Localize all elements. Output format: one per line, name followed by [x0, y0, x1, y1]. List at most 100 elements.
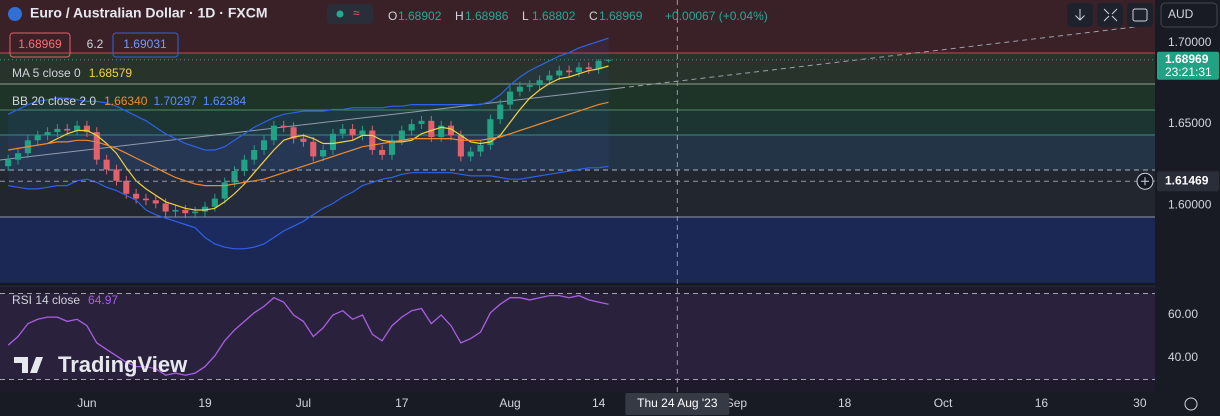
candle-body: [103, 159, 110, 170]
y-tick-label: 60.00: [1168, 307, 1198, 321]
ohlc: O 1.68902 H 1.68986 L 1.68802 C 1.68969: [388, 9, 643, 23]
candle-body: [270, 125, 277, 141]
legend-name: BB 20 close 2 0: [12, 94, 96, 108]
bb-lower: [8, 165, 609, 250]
change: +0.00067 (+0.04%): [665, 9, 768, 23]
candle-body: [329, 133, 336, 150]
last-price-tag: [1157, 51, 1219, 80]
currency[interactable]: AUD: [1168, 7, 1194, 21]
market-open: [336, 10, 344, 18]
maximize-button[interactable]: [1127, 3, 1153, 27]
settings-button[interactable]: [1184, 397, 1198, 411]
candle-body: [280, 125, 287, 128]
candle-body: [487, 119, 494, 146]
x-tick-label: Sep: [726, 396, 748, 410]
candle-body: [438, 125, 445, 138]
x-tick-label: Aug: [499, 396, 520, 410]
candle-body: [585, 67, 592, 69]
candle-body: [14, 153, 22, 160]
zone: [0, 135, 1155, 170]
time-axis: [0, 392, 1155, 416]
candle-body: [290, 127, 297, 139]
candle-body: [536, 80, 543, 86]
candle-body: [211, 198, 218, 207]
ohlc-value: 1.68969: [599, 9, 643, 23]
legend-value: 1.68579: [89, 66, 133, 80]
sell-price[interactable]: 1.68969: [18, 37, 62, 51]
symbol-icon: [8, 7, 22, 21]
trend-line: [0, 87, 621, 161]
x-tick-label: 18: [838, 396, 852, 410]
candle-body: [379, 149, 386, 155]
zone: [0, 84, 1155, 110]
candle-body: [74, 125, 81, 131]
trend-line-ext: [619, 23, 1161, 89]
candle-body: [428, 120, 435, 138]
y-tick-label: 1.70000: [1168, 35, 1212, 49]
candle-body: [201, 206, 209, 212]
zone: [0, 0, 1155, 53]
collapse-button[interactable]: [1097, 3, 1123, 27]
x-tick-label: 17: [395, 396, 409, 410]
bb-upper: [7, 37, 609, 151]
brand-logo: [14, 357, 43, 373]
zone-lines: [0, 52, 1155, 218]
x-tick-label: Oct: [934, 396, 953, 410]
crosshair-date-tag: [625, 393, 730, 415]
ohlc-key: C: [589, 9, 598, 23]
ohlc-key: H: [455, 9, 464, 23]
brand: TradingView: [58, 352, 188, 377]
ohlc-value: 1.68986: [465, 9, 509, 23]
x-tick-label: 16: [1035, 396, 1049, 410]
plot: [0, 37, 1155, 381]
candle-body: [388, 140, 396, 155]
x-tick-label: 30: [1133, 396, 1147, 410]
candle-body: [605, 59, 612, 61]
candle-body: [359, 130, 366, 136]
candle-body: [418, 120, 425, 125]
buy-price[interactable]: 1.69031: [123, 37, 167, 51]
candle-body: [54, 128, 61, 133]
candle-body: [320, 149, 327, 157]
ohlc-value: 1.68902: [398, 9, 442, 23]
candle-body: [83, 125, 90, 133]
x-tick-label: 14: [592, 396, 606, 410]
candle-body: [231, 171, 238, 183]
candle-body: [162, 203, 169, 212]
sell-button[interactable]: [9, 32, 71, 58]
y-tick-label: 40.00: [1168, 350, 1198, 364]
rsi-line: [7, 294, 609, 376]
candle-body: [44, 132, 51, 136]
add-alert-icon: [1141, 177, 1149, 186]
crosshair-price: 1.61469: [1165, 173, 1209, 187]
candle-body: [507, 91, 514, 105]
candle-body: [516, 86, 523, 92]
candle-body: [142, 198, 150, 201]
level-fill: [0, 293, 1155, 380]
buy-button[interactable]: [112, 32, 179, 58]
candle-body: [34, 135, 41, 141]
candle-body: [447, 125, 455, 136]
legend-value: 64.97: [88, 293, 118, 307]
candle-body: [241, 159, 248, 172]
status-pill[interactable]: [327, 4, 373, 24]
candle-body: [192, 211, 199, 214]
candle-body: [182, 209, 189, 214]
candle-body: [251, 149, 258, 160]
candle-body: [457, 135, 464, 157]
crosshair-price-tag: [1157, 171, 1219, 192]
legend-value: 1.70297: [153, 94, 197, 108]
candle-body: [172, 209, 179, 212]
candle-body: [467, 151, 474, 157]
candle-body: [221, 182, 228, 199]
candle-body: [260, 140, 268, 150]
legend-name: RSI 14 close: [12, 293, 80, 307]
ohlc-value: 1.68802: [532, 9, 576, 23]
currency-select[interactable]: [1160, 2, 1218, 28]
candle-body: [349, 128, 356, 136]
x-tick-label: Jun: [77, 396, 96, 410]
candle-body: [546, 75, 553, 81]
indicator-line: [47, 65, 609, 211]
candle-body: [133, 193, 140, 199]
candle-body: [477, 145, 484, 152]
